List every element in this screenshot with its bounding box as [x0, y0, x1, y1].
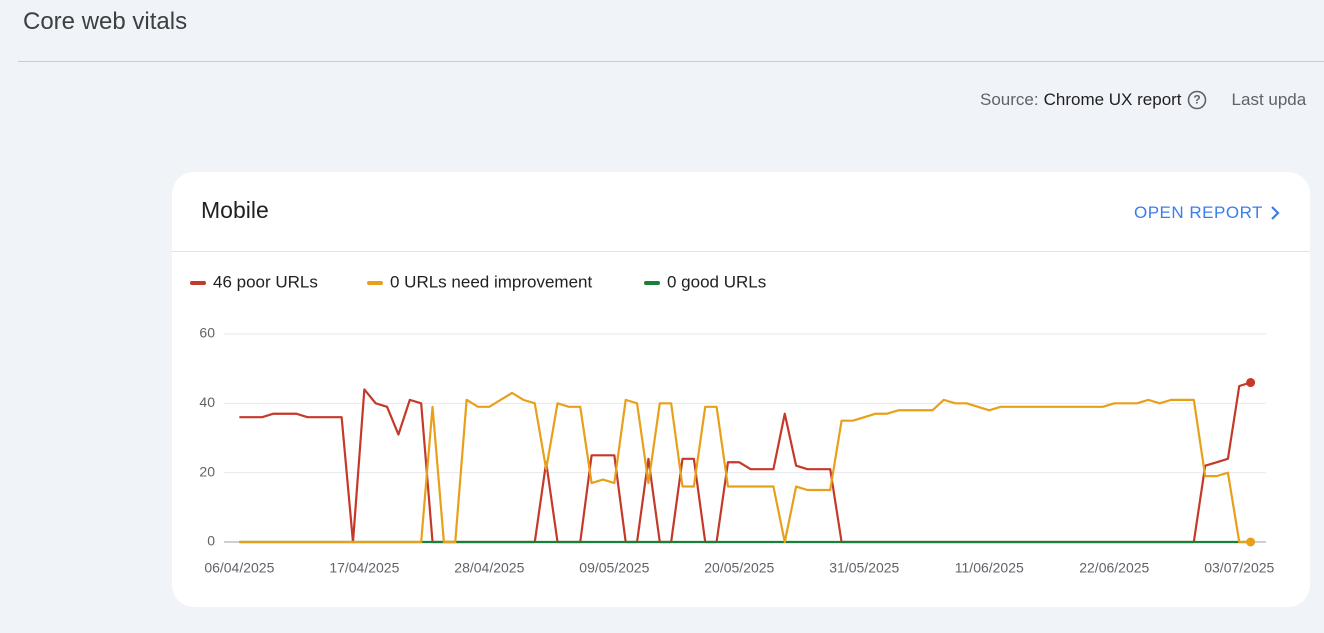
- card-title: Mobile: [201, 197, 269, 223]
- svg-text:?: ?: [1193, 93, 1200, 107]
- chevron: [1271, 206, 1280, 220]
- page-title: Core web vitals: [23, 8, 188, 35]
- x-tick-label: 31/05/2025: [829, 560, 899, 576]
- legend-label: 46 poor URLs: [213, 272, 318, 291]
- x-tick-label: 11/06/2025: [955, 560, 1024, 576]
- x-tick-label: 20/05/2025: [704, 560, 774, 576]
- series-line: [239, 391, 1251, 544]
- end-point: [1246, 537, 1256, 547]
- y-tick-label: 0: [207, 533, 215, 549]
- help-icon[interactable]: ?: [1187, 90, 1207, 110]
- x-tick-label: 09/05/2025: [579, 560, 649, 576]
- x-tick-label: 06/04/2025: [204, 560, 274, 576]
- x-tick-label: 28/04/2025: [454, 560, 524, 576]
- y-tick-label: 20: [199, 463, 215, 479]
- legend-label: 0 URLs need improvement: [390, 272, 592, 291]
- legend-label: 0 good URLs: [667, 272, 766, 291]
- open-report[interactable]: OPEN REPORT: [1134, 203, 1281, 223]
- x-tick-label: 22/06/2025: [1079, 560, 1149, 576]
- open-report-label[interactable]: OPEN REPORT: [1134, 203, 1263, 222]
- divider: [18, 61, 1324, 62]
- divider: [172, 251, 1310, 252]
- source-bar: Source: Chrome UX report ? Last upda: [980, 90, 1306, 110]
- x-tick-label: 17/04/2025: [329, 560, 399, 576]
- source-link[interactable]: Chrome UX report: [1043, 90, 1182, 109]
- end-point: [1246, 378, 1256, 388]
- report-card: [172, 172, 1310, 607]
- y-tick-label: 60: [199, 325, 215, 341]
- x-tick-label: 03/07/2025: [1204, 560, 1274, 576]
- y-tick-label: 40: [199, 394, 215, 410]
- last-updated: Last upda: [1231, 90, 1307, 109]
- source-label: Source:: [980, 90, 1039, 109]
